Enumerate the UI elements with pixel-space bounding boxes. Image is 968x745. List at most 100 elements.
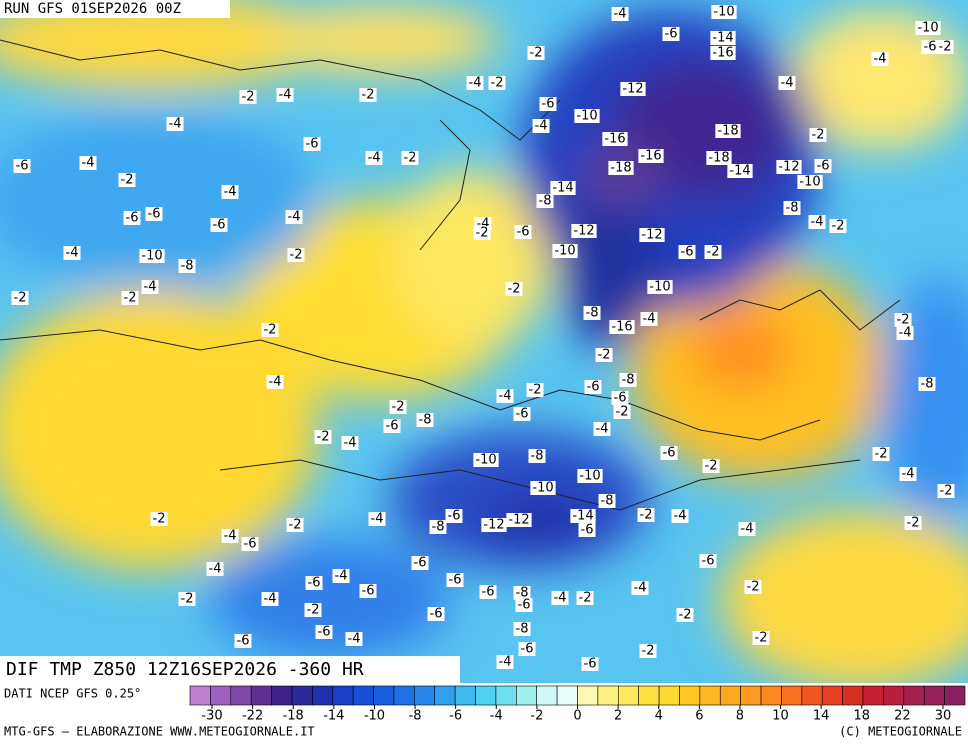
contour-label: -6 xyxy=(581,657,599,672)
contour-label-text: -12 xyxy=(508,513,529,528)
contour-label-box xyxy=(359,584,377,598)
contour-label-box xyxy=(613,405,631,419)
contour-label-box xyxy=(276,88,294,102)
contour-label: -10 xyxy=(647,280,673,295)
contour-label-box xyxy=(63,246,81,260)
colorbar-swatch xyxy=(291,685,313,706)
contour-label-box xyxy=(527,46,545,60)
contour-label-text: -4 xyxy=(741,522,754,537)
contour-label: -6 xyxy=(479,585,497,600)
contour-label-text: -12 xyxy=(641,228,662,243)
field-box xyxy=(0,656,460,683)
contour-label: -8 xyxy=(528,449,546,464)
contour-label: -4 xyxy=(221,185,239,200)
contour-label-text: -2 xyxy=(476,226,489,241)
contour-label: -6 xyxy=(210,218,228,233)
contour-label-text: -2 xyxy=(508,282,521,297)
contour-label-box xyxy=(221,185,239,199)
contour-label-box xyxy=(411,556,429,570)
contour-label: -4 xyxy=(141,280,159,295)
contour-label-text: -4 xyxy=(371,512,384,527)
contour-label: -2 xyxy=(11,291,29,306)
contour-label: -10 xyxy=(797,175,823,190)
contour-label-box xyxy=(206,562,224,576)
contour-label: -2 xyxy=(389,400,407,415)
contour-label-text: -2 xyxy=(290,248,303,263)
contour-label-text: -8 xyxy=(516,586,529,601)
contour-label-box xyxy=(261,592,279,606)
contour-label-box xyxy=(752,631,770,645)
contour-label-text: -2 xyxy=(755,631,768,646)
contour-label-box xyxy=(141,280,159,294)
contour-label: -4 xyxy=(593,422,611,437)
contour-label-text: -8 xyxy=(531,449,544,464)
contour-label-text: -6 xyxy=(587,380,600,395)
contour-label-box xyxy=(814,159,832,173)
colorbar-swatch xyxy=(556,685,578,706)
contour-label: -14 xyxy=(710,31,736,46)
contour-label-box xyxy=(577,469,603,483)
contour-label-text: -6 xyxy=(665,27,678,42)
contour-label-text: -10 xyxy=(713,5,734,20)
contour-label-text: -2 xyxy=(307,603,320,618)
colorbar-swatch xyxy=(638,685,660,706)
contour-label-box xyxy=(647,280,673,294)
contour-label-text: -4 xyxy=(499,655,512,670)
colorbar-tick-label: -4 xyxy=(490,709,503,724)
colorbar-tick-label: 4 xyxy=(655,709,663,724)
contour-label: -18 xyxy=(715,124,741,139)
contour-label: -6 xyxy=(427,607,445,622)
contour-label-text: -6 xyxy=(924,40,937,55)
contour-label-box xyxy=(513,407,531,421)
colorbar-swatch xyxy=(699,685,721,706)
contour-label-text: -4 xyxy=(643,312,656,327)
contour-label-text: -8 xyxy=(432,520,445,535)
contour-label-text: -4 xyxy=(288,210,301,225)
contour-label: -8 xyxy=(536,194,554,209)
contour-label-text: -12 xyxy=(573,224,594,239)
contour-label: -16 xyxy=(638,149,664,164)
contour-label: -2 xyxy=(894,313,912,328)
colorbar-tick-label: -10 xyxy=(364,709,385,724)
contour-label-box xyxy=(365,151,383,165)
contour-label: -2 xyxy=(613,405,631,420)
contour-label: -10 xyxy=(574,109,600,124)
contour-label-box xyxy=(608,161,634,175)
contour-label-text: -2 xyxy=(640,508,653,523)
contour-label-text: -4 xyxy=(499,389,512,404)
colorbar-swatch xyxy=(352,685,374,706)
contour-label: -4 xyxy=(285,210,303,225)
contour-label-box xyxy=(602,132,628,146)
contour-label-box xyxy=(528,449,546,463)
contour-label: -6 xyxy=(518,642,536,657)
contour-label-text: -4 xyxy=(335,569,348,584)
contour-label-box xyxy=(637,508,655,522)
contour-label: -4 xyxy=(365,151,383,166)
contour-label-box xyxy=(671,509,689,523)
contour-label-box xyxy=(496,389,514,403)
contour-label-text: -4 xyxy=(269,375,282,390)
contour-label-text: -8 xyxy=(181,259,194,274)
contour-label: -16 xyxy=(602,132,628,147)
contour-label-text: -2 xyxy=(616,405,629,420)
contour-label-box xyxy=(429,520,447,534)
contour-label-text: -10 xyxy=(799,175,820,190)
contour-label-box xyxy=(576,591,594,605)
contour-label: -4 xyxy=(532,119,550,134)
contour-label: -8 xyxy=(513,622,531,637)
contour-label-box xyxy=(261,323,279,337)
contour-label-box xyxy=(551,591,569,605)
contour-label: -6 xyxy=(578,523,596,538)
contour-label-text: -2 xyxy=(491,76,504,91)
contour-label-box xyxy=(727,164,753,178)
contour-label: -6 xyxy=(145,207,163,222)
contour-label-box xyxy=(662,27,680,41)
colorbar-tick-label: -14 xyxy=(323,709,344,724)
contour-label-box xyxy=(570,509,596,523)
colorbar-swatch xyxy=(944,685,966,706)
contour-label-text: -6 xyxy=(521,642,534,657)
contour-label-text: -10 xyxy=(579,469,600,484)
contour-label-box xyxy=(678,245,696,259)
contour-label-box xyxy=(583,306,601,320)
contour-label-box xyxy=(488,76,506,90)
